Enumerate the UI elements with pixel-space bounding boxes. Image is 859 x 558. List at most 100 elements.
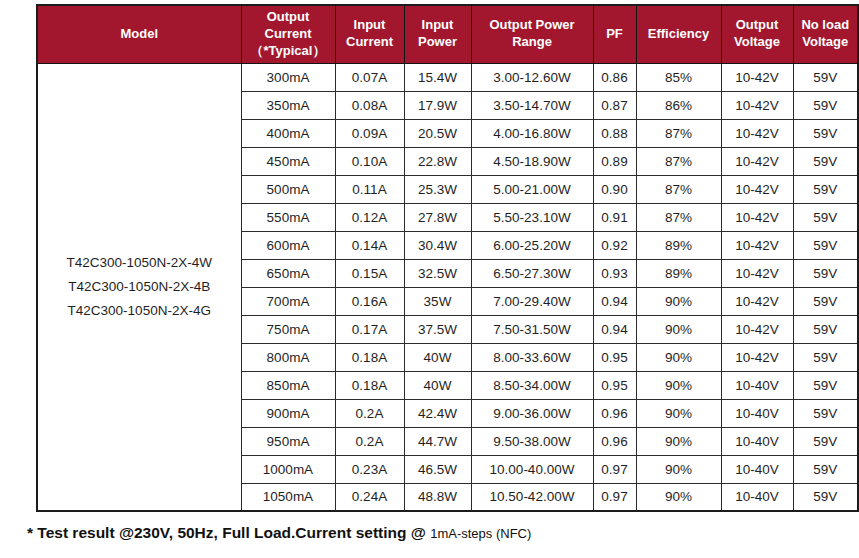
table-cell: 90% — [636, 455, 721, 483]
table-cell: 0.09A — [335, 119, 404, 147]
table-cell: 59V — [793, 175, 858, 203]
model-name: T42C300-1050N-2X-4B — [40, 275, 239, 299]
table-cell: 0.12A — [335, 203, 404, 231]
table-cell: 0.2A — [335, 427, 404, 455]
table-cell: 9.50-38.00W — [471, 427, 593, 455]
table-cell: 59V — [793, 455, 858, 483]
table-cell: 10-42V — [721, 287, 793, 315]
table-cell: 90% — [636, 315, 721, 343]
table-cell: 800mA — [241, 343, 335, 371]
table-cell: 10-42V — [721, 231, 793, 259]
table-cell: 87% — [636, 203, 721, 231]
table-cell: 10-42V — [721, 259, 793, 287]
table-cell: 0.24A — [335, 483, 404, 511]
table-cell: 40W — [404, 371, 471, 399]
table-cell: 700mA — [241, 287, 335, 315]
table-cell: 89% — [636, 259, 721, 287]
column-header-input-power: Input Power — [404, 5, 471, 63]
table-cell: 90% — [636, 343, 721, 371]
table-cell: 17.9W — [404, 91, 471, 119]
table-cell: 42.4W — [404, 399, 471, 427]
table-cell: 4.00-16.80W — [471, 119, 593, 147]
table-cell: 10-40V — [721, 427, 793, 455]
column-header-no-load-voltage: No load Voltage — [793, 5, 858, 63]
table-cell: 15.4W — [404, 63, 471, 91]
table-cell: 10-42V — [721, 63, 793, 91]
table-cell: 90% — [636, 399, 721, 427]
table-cell: 4.50-18.90W — [471, 147, 593, 175]
spec-table: Model Output Current （*Typical） Input Cu… — [36, 4, 859, 512]
table-cell: 20.5W — [404, 119, 471, 147]
column-header-output-voltage: Output Voltage — [721, 5, 793, 63]
table-cell: 0.18A — [335, 371, 404, 399]
table-cell: 0.17A — [335, 315, 404, 343]
table-cell: 3.50-14.70W — [471, 91, 593, 119]
table-cell: 6.50-27.30W — [471, 259, 593, 287]
column-header-efficiency: Efficiency — [636, 5, 721, 63]
table-cell: 10-42V — [721, 91, 793, 119]
table-cell: 37.5W — [404, 315, 471, 343]
table-cell: 10-42V — [721, 175, 793, 203]
table-cell: 1000mA — [241, 455, 335, 483]
table-cell: 850mA — [241, 371, 335, 399]
table-cell: 0.16A — [335, 287, 404, 315]
table-cell: 30.4W — [404, 231, 471, 259]
table-cell: 32.5W — [404, 259, 471, 287]
table-cell: 10-42V — [721, 203, 793, 231]
table-cell: 0.87 — [593, 91, 636, 119]
column-header-output-current: Output Current （*Typical） — [241, 5, 335, 63]
table-cell: 10-40V — [721, 483, 793, 511]
table-cell: 0.2A — [335, 399, 404, 427]
table-cell: 59V — [793, 315, 858, 343]
table-cell: 0.91 — [593, 203, 636, 231]
table-cell: 0.18A — [335, 343, 404, 371]
table-cell: 25.3W — [404, 175, 471, 203]
table-cell: 0.08A — [335, 91, 404, 119]
table-cell: 5.50-23.10W — [471, 203, 593, 231]
table-cell: 5.00-21.00W — [471, 175, 593, 203]
table-cell: 0.14A — [335, 231, 404, 259]
table-cell: 10-42V — [721, 343, 793, 371]
spec-table-body: T42C300-1050N-2X-4WT42C300-1050N-2X-4BT4… — [37, 63, 858, 511]
table-cell: 90% — [636, 371, 721, 399]
footnote-detail: 1mA-steps (NFC) — [430, 526, 531, 541]
table-cell: 59V — [793, 399, 858, 427]
table-cell: 950mA — [241, 427, 335, 455]
model-name: T42C300-1050N-2X-4G — [40, 299, 239, 323]
table-cell: 10-42V — [721, 147, 793, 175]
column-header-output-power: Output Power Range — [471, 5, 593, 63]
table-cell: 550mA — [241, 203, 335, 231]
table-cell: 85% — [636, 63, 721, 91]
table-cell: 0.89 — [593, 147, 636, 175]
table-cell: 59V — [793, 287, 858, 315]
column-header-pf: PF — [593, 5, 636, 63]
table-cell: 44.7W — [404, 427, 471, 455]
table-cell: 0.92 — [593, 231, 636, 259]
table-cell: 0.94 — [593, 287, 636, 315]
table-cell: 10.00-40.00W — [471, 455, 593, 483]
table-cell: 0.96 — [593, 427, 636, 455]
table-cell: 0.88 — [593, 119, 636, 147]
table-cell: 59V — [793, 427, 858, 455]
table-cell: 59V — [793, 259, 858, 287]
table-cell: 900mA — [241, 399, 335, 427]
table-cell: 0.86 — [593, 63, 636, 91]
table-cell: 0.90 — [593, 175, 636, 203]
table-cell: 0.93 — [593, 259, 636, 287]
table-cell: 0.23A — [335, 455, 404, 483]
table-cell: 40W — [404, 343, 471, 371]
table-cell: 10-40V — [721, 399, 793, 427]
table-cell: 90% — [636, 287, 721, 315]
table-cell: 0.94 — [593, 315, 636, 343]
table-cell: 0.10A — [335, 147, 404, 175]
table-cell: 10-40V — [721, 455, 793, 483]
table-cell: 59V — [793, 119, 858, 147]
table-cell: 59V — [793, 63, 858, 91]
table-cell: 0.95 — [593, 371, 636, 399]
table-cell: 350mA — [241, 91, 335, 119]
table-row: T42C300-1050N-2X-4WT42C300-1050N-2X-4BT4… — [37, 63, 858, 91]
model-cell: T42C300-1050N-2X-4WT42C300-1050N-2X-4BT4… — [37, 63, 241, 511]
table-cell: 87% — [636, 175, 721, 203]
table-cell: 0.15A — [335, 259, 404, 287]
table-cell: 0.97 — [593, 455, 636, 483]
